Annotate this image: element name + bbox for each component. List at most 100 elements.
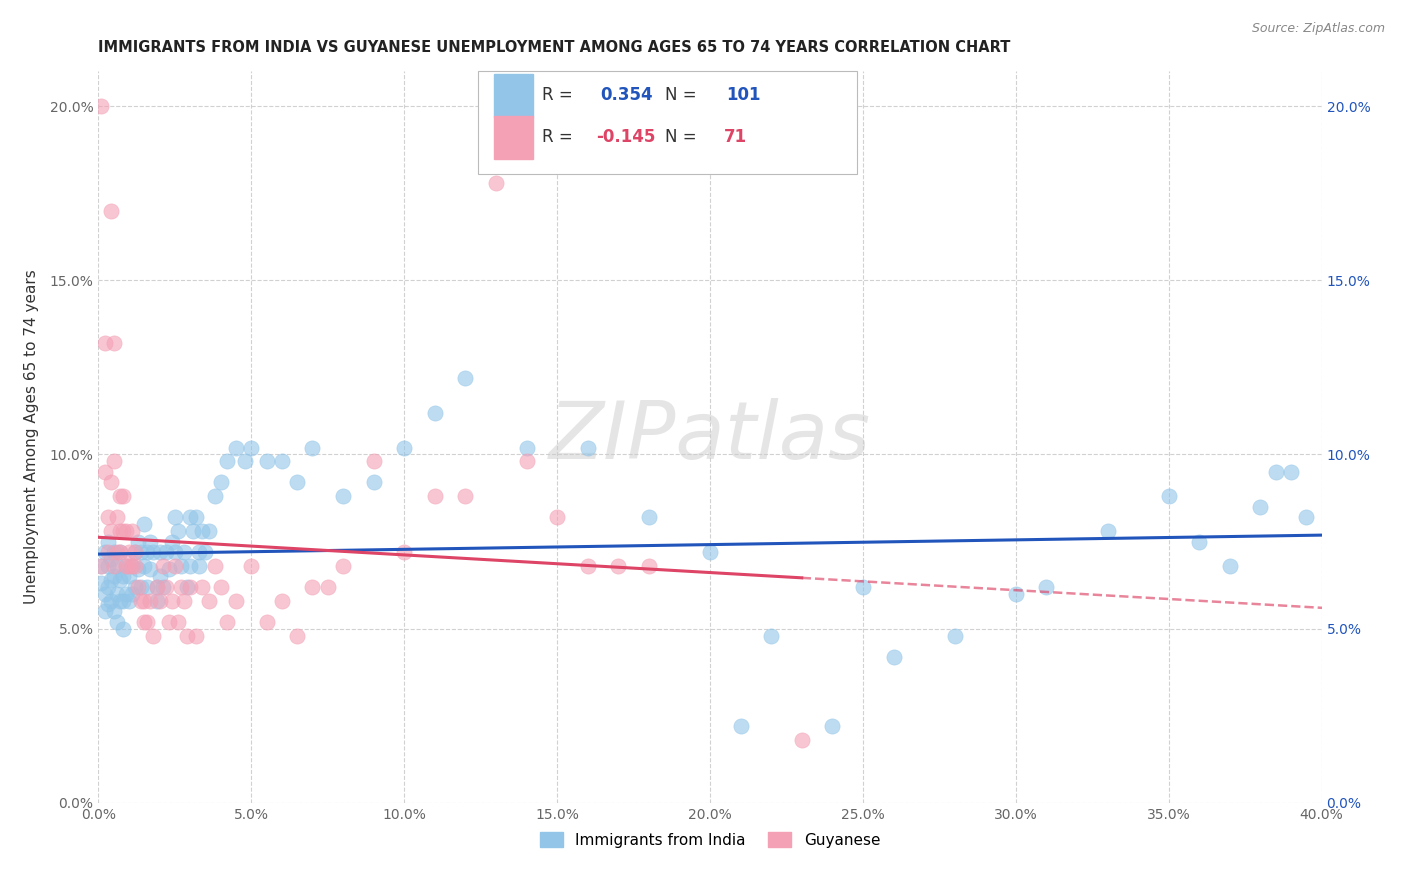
Point [215, 454, 238, 468]
Point [134, 615, 156, 629]
Text: N =: N = [665, 87, 702, 104]
Point [103, 604, 125, 618]
Point [100, 475, 122, 490]
Point [111, 594, 134, 608]
Point [883, 649, 905, 664]
Point [118, 594, 141, 608]
Point [1249, 500, 1271, 514]
Point [256, 615, 278, 629]
Text: N =: N = [665, 128, 702, 146]
Point [97, 597, 120, 611]
Point [730, 719, 752, 733]
Point [1097, 524, 1119, 538]
Point [170, 558, 193, 573]
Text: 101: 101 [725, 87, 761, 104]
Point [136, 580, 159, 594]
Point [100, 524, 122, 538]
Point [136, 615, 159, 629]
Point [186, 510, 208, 524]
Point [124, 580, 146, 594]
Text: R =: R = [543, 128, 578, 146]
Point [115, 524, 138, 538]
Text: 71: 71 [724, 128, 747, 146]
Point [152, 580, 174, 594]
Point [176, 629, 198, 643]
Point [103, 569, 125, 583]
Point [485, 176, 508, 190]
FancyBboxPatch shape [478, 71, 856, 174]
Point [90, 99, 112, 113]
Point [142, 629, 165, 643]
Point [285, 475, 308, 490]
Point [115, 558, 138, 573]
Text: IMMIGRANTS FROM INDIA VS GUYANESE UNEMPLOYMENT AMONG AGES 65 TO 74 YEARS CORRELA: IMMIGRANTS FROM INDIA VS GUYANESE UNEMPL… [98, 40, 1011, 55]
Point [118, 569, 141, 583]
Point [118, 545, 141, 559]
Point [699, 545, 721, 559]
Point [332, 489, 354, 503]
Point [124, 545, 146, 559]
FancyBboxPatch shape [494, 116, 533, 159]
Point [149, 594, 172, 608]
Point [90, 558, 112, 573]
Point [127, 580, 149, 594]
Point [176, 580, 198, 594]
Point [170, 580, 193, 594]
Point [1157, 489, 1180, 503]
Point [821, 719, 844, 733]
Point [194, 545, 217, 559]
Point [115, 587, 138, 601]
Point [301, 580, 323, 594]
Point [179, 510, 201, 524]
Point [103, 336, 125, 351]
Point [204, 489, 226, 503]
Point [124, 545, 146, 559]
Point [108, 545, 131, 559]
Point [392, 441, 416, 455]
Point [546, 510, 568, 524]
Point [105, 558, 128, 573]
Point [155, 545, 177, 559]
Point [240, 441, 263, 455]
Point [93, 336, 115, 351]
Legend: Immigrants from India, Guyanese: Immigrants from India, Guyanese [534, 825, 886, 854]
Point [111, 622, 134, 636]
Point [108, 594, 131, 608]
Point [209, 475, 232, 490]
Point [118, 558, 141, 573]
Point [1004, 587, 1026, 601]
Point [423, 489, 446, 503]
Point [607, 558, 630, 573]
Point [121, 587, 143, 601]
Point [127, 534, 149, 549]
Point [134, 558, 156, 573]
Point [163, 510, 186, 524]
Point [423, 406, 446, 420]
Point [454, 489, 477, 503]
Point [129, 580, 152, 594]
Point [167, 524, 190, 538]
Point [134, 594, 156, 608]
Point [1295, 510, 1317, 524]
Point [97, 580, 120, 594]
Point [121, 524, 143, 538]
Y-axis label: Unemployment Among Ages 65 to 74 years: Unemployment Among Ages 65 to 74 years [24, 269, 38, 605]
Point [149, 545, 172, 559]
Point [1035, 580, 1057, 594]
Point [188, 558, 211, 573]
Point [108, 489, 131, 503]
Point [197, 594, 219, 608]
Point [100, 594, 122, 608]
Point [152, 558, 174, 573]
Point [240, 558, 263, 573]
Point [139, 534, 162, 549]
Point [108, 545, 131, 559]
Point [129, 594, 152, 608]
Text: ZIPatlas: ZIPatlas [548, 398, 872, 476]
Point [111, 569, 134, 583]
Point [197, 524, 219, 538]
Point [516, 441, 538, 455]
Text: 0.354: 0.354 [600, 87, 652, 104]
Point [100, 552, 122, 566]
Point [363, 475, 385, 490]
